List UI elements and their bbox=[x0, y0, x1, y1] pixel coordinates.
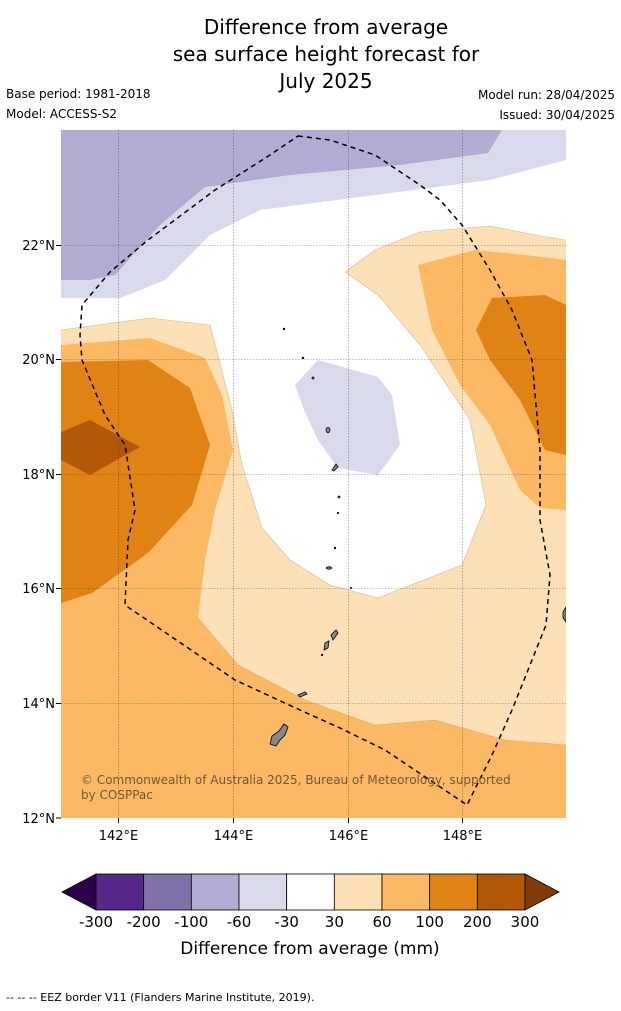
credit-line-2: by COSPPac bbox=[81, 788, 153, 802]
colorbar-tick-label: -100 bbox=[174, 913, 208, 931]
island-east-edge bbox=[562, 606, 566, 623]
anomaly-100-200-west bbox=[61, 360, 210, 603]
colorbar: -300 -200 -100 -60 -30 30 60 100 200 300 Differen… bbox=[61, 873, 560, 959]
model-name: Model: ACCESS-S2 bbox=[6, 107, 118, 121]
island-aguijan bbox=[320, 653, 324, 657]
colorbar-cell bbox=[95, 873, 145, 911]
colorbar-cell bbox=[381, 873, 431, 911]
anomaly-neg100-neg60-north bbox=[61, 130, 502, 280]
colorbar-cells bbox=[95, 873, 526, 911]
colorbar-cell bbox=[333, 873, 383, 911]
colorbar-extend-high bbox=[524, 873, 560, 911]
island-asuncion bbox=[311, 376, 315, 380]
lon-label-144e: 144°E bbox=[214, 829, 254, 844]
colorbar-tick-label: -300 bbox=[79, 913, 113, 931]
lat-label-16n: 16°N bbox=[22, 582, 55, 597]
island-anatahan bbox=[325, 566, 332, 570]
credit-line-1: © Commonwealth of Australia 2025, Bureau… bbox=[81, 773, 511, 787]
anomaly-neg60-neg30-center bbox=[295, 360, 400, 475]
colorbar-tick-labels: -300 -200 -100 -60 -30 30 60 100 200 300 bbox=[79, 913, 539, 931]
lat-label-20n: 20°N bbox=[22, 353, 55, 368]
island-sarigan bbox=[333, 546, 337, 550]
colorbar-tick-label: 100 bbox=[415, 913, 444, 931]
colorbar-cell bbox=[143, 873, 192, 911]
lon-label-146e: 146°E bbox=[329, 829, 369, 844]
island-farallon-de-pajaros bbox=[282, 327, 286, 331]
map-panel: © Commonwealth of Australia 2025, Bureau… bbox=[61, 130, 566, 818]
colorbar-cell bbox=[286, 873, 335, 911]
colorbar-extend-low bbox=[61, 873, 97, 911]
title-line-1: Difference from average bbox=[203, 15, 449, 39]
base-period: Base period: 1981-2018 bbox=[6, 87, 151, 101]
anomaly-100-200-east bbox=[476, 295, 566, 455]
island-alamagan bbox=[337, 495, 341, 499]
eez-legend-note: -- -- -- EEZ border V11 (Flanders Marine… bbox=[6, 991, 315, 1004]
lat-label-14n: 14°N bbox=[22, 697, 55, 712]
lat-label-22n: 22°N bbox=[22, 239, 55, 254]
model-run: Model run: 28/04/2025 bbox=[477, 88, 615, 102]
colorbar-tick-label: -60 bbox=[227, 913, 252, 931]
colorbar-tick-label: 200 bbox=[463, 913, 492, 931]
island-guam bbox=[269, 723, 289, 747]
lon-label-142e: 142°E bbox=[99, 829, 139, 844]
island-guguan bbox=[336, 511, 340, 515]
title-line-3: July 2025 bbox=[279, 69, 373, 93]
island-pagan bbox=[331, 463, 339, 472]
issued-date: Issued: 30/04/2025 bbox=[499, 108, 615, 122]
island-rota bbox=[297, 691, 308, 698]
colorbar-tick-label: -30 bbox=[274, 913, 299, 931]
island-farallon-de-medinilla bbox=[349, 587, 352, 590]
islands bbox=[269, 327, 566, 747]
colorbar-tick-label: 60 bbox=[372, 913, 391, 931]
lat-label-12n: 12°N bbox=[22, 812, 55, 827]
colorbar-tick-label: -200 bbox=[127, 913, 161, 931]
lon-label-148e: 148°E bbox=[443, 829, 483, 844]
colorbar-cell bbox=[429, 873, 478, 911]
eez-border bbox=[79, 135, 551, 807]
colorbar-cell bbox=[238, 873, 288, 911]
anomaly-200-300-west bbox=[61, 420, 140, 475]
island-saipan bbox=[330, 629, 339, 641]
colorbar-cell bbox=[190, 873, 240, 911]
colorbar-tick-label: 30 bbox=[325, 913, 344, 931]
axis-ticks bbox=[56, 245, 463, 823]
title-line-2: sea surface height forecast for bbox=[172, 42, 480, 66]
island-maug bbox=[301, 356, 305, 360]
colorbar-tick-label: 300 bbox=[511, 913, 540, 931]
colorbar-title: Difference from average (mm) bbox=[180, 939, 439, 959]
colorbar-cell bbox=[476, 873, 526, 911]
island-agrihan bbox=[325, 426, 331, 433]
island-tinian bbox=[323, 640, 330, 651]
lat-label-18n: 18°N bbox=[22, 468, 55, 483]
chart-title: Difference from average sea surface heig… bbox=[0, 14, 621, 95]
graticule bbox=[61, 130, 566, 818]
